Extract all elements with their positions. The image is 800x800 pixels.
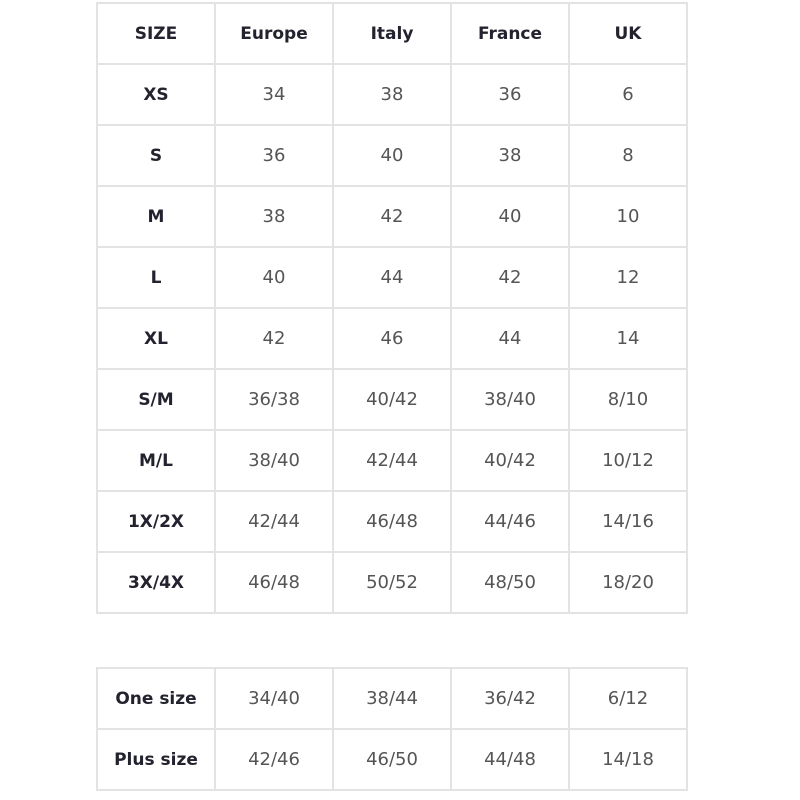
- size-value-cell: 40: [332, 124, 452, 187]
- size-value-cell: 8: [568, 124, 688, 187]
- size-value-cell: 42/44: [332, 429, 452, 492]
- size-value-cell: 6/12: [568, 667, 688, 730]
- size-label-cell: Plus size: [96, 728, 216, 791]
- size-value-cell: 40/42: [332, 368, 452, 431]
- size-label-cell: S: [96, 124, 216, 187]
- size-label-cell: L: [96, 246, 216, 309]
- table-row: L 40 44 42 12: [96, 246, 688, 309]
- size-value-cell: 44/46: [450, 490, 570, 553]
- size-value-cell: 38: [332, 63, 452, 126]
- size-value-cell: 36: [450, 63, 570, 126]
- table-row: S/M 36/38 40/42 38/40 8/10: [96, 368, 688, 431]
- size-value-cell: 40: [214, 246, 334, 309]
- table-row: S 36 40 38 8: [96, 124, 688, 187]
- table-row: M 38 42 40 10: [96, 185, 688, 248]
- size-value-cell: 44: [332, 246, 452, 309]
- size-value-cell: 14: [568, 307, 688, 370]
- size-value-cell: 14/18: [568, 728, 688, 791]
- size-value-cell: 40: [450, 185, 570, 248]
- table-row: M/L 38/40 42/44 40/42 10/12: [96, 429, 688, 492]
- size-label-cell: XL: [96, 307, 216, 370]
- size-value-cell: 46/48: [332, 490, 452, 553]
- size-value-cell: 46/50: [332, 728, 452, 791]
- size-label-cell: 3X/4X: [96, 551, 216, 614]
- size-label-cell: XS: [96, 63, 216, 126]
- size-value-cell: 42: [332, 185, 452, 248]
- size-value-cell: 18/20: [568, 551, 688, 614]
- size-value-cell: 36: [214, 124, 334, 187]
- size-value-cell: 12: [568, 246, 688, 309]
- size-value-cell: 34: [214, 63, 334, 126]
- size-value-cell: 38/40: [450, 368, 570, 431]
- column-header: France: [450, 2, 570, 65]
- size-value-cell: 10: [568, 185, 688, 248]
- size-value-cell: 14/16: [568, 490, 688, 553]
- size-value-cell: 42: [450, 246, 570, 309]
- size-value-cell: 8/10: [568, 368, 688, 431]
- column-header: Italy: [332, 2, 452, 65]
- size-label-cell: One size: [96, 667, 216, 730]
- size-chart-table: SIZE Europe Italy France UK XS 34 38 36 6 S 36 40 38 8…: [96, 2, 688, 614]
- table-row: XS 34 38 36 6: [96, 63, 688, 126]
- table-row: One size 34/40 38/44 36/42 6/12: [96, 667, 688, 730]
- size-value-cell: 6: [568, 63, 688, 126]
- table-row: XL 42 46 44 14: [96, 307, 688, 370]
- size-value-cell: 46: [332, 307, 452, 370]
- size-label-cell: M: [96, 185, 216, 248]
- column-header: SIZE: [96, 2, 216, 65]
- size-value-cell: 48/50: [450, 551, 570, 614]
- size-value-cell: 50/52: [332, 551, 452, 614]
- size-value-cell: 38/40: [214, 429, 334, 492]
- size-value-cell: 42/46: [214, 728, 334, 791]
- size-value-cell: 42/44: [214, 490, 334, 553]
- size-value-cell: 38/44: [332, 667, 452, 730]
- header-row: SIZE Europe Italy France UK: [96, 2, 688, 65]
- size-value-cell: 36/38: [214, 368, 334, 431]
- size-label-cell: 1X/2X: [96, 490, 216, 553]
- size-value-cell: 38: [450, 124, 570, 187]
- size-label-cell: M/L: [96, 429, 216, 492]
- size-value-cell: 38: [214, 185, 334, 248]
- table-row: Plus size 42/46 46/50 44/48 14/18: [96, 728, 688, 791]
- column-header: Europe: [214, 2, 334, 65]
- table-row: 1X/2X 42/44 46/48 44/46 14/16: [96, 490, 688, 553]
- size-value-cell: 44: [450, 307, 570, 370]
- size-value-cell: 36/42: [450, 667, 570, 730]
- special-size-table: One size 34/40 38/44 36/42 6/12 Plus size 42/4…: [96, 667, 688, 791]
- size-value-cell: 40/42: [450, 429, 570, 492]
- size-value-cell: 42: [214, 307, 334, 370]
- column-header: UK: [568, 2, 688, 65]
- size-value-cell: 10/12: [568, 429, 688, 492]
- size-label-cell: S/M: [96, 368, 216, 431]
- size-value-cell: 46/48: [214, 551, 334, 614]
- size-value-cell: 34/40: [214, 667, 334, 730]
- table-row: 3X/4X 46/48 50/52 48/50 18/20: [96, 551, 688, 614]
- size-value-cell: 44/48: [450, 728, 570, 791]
